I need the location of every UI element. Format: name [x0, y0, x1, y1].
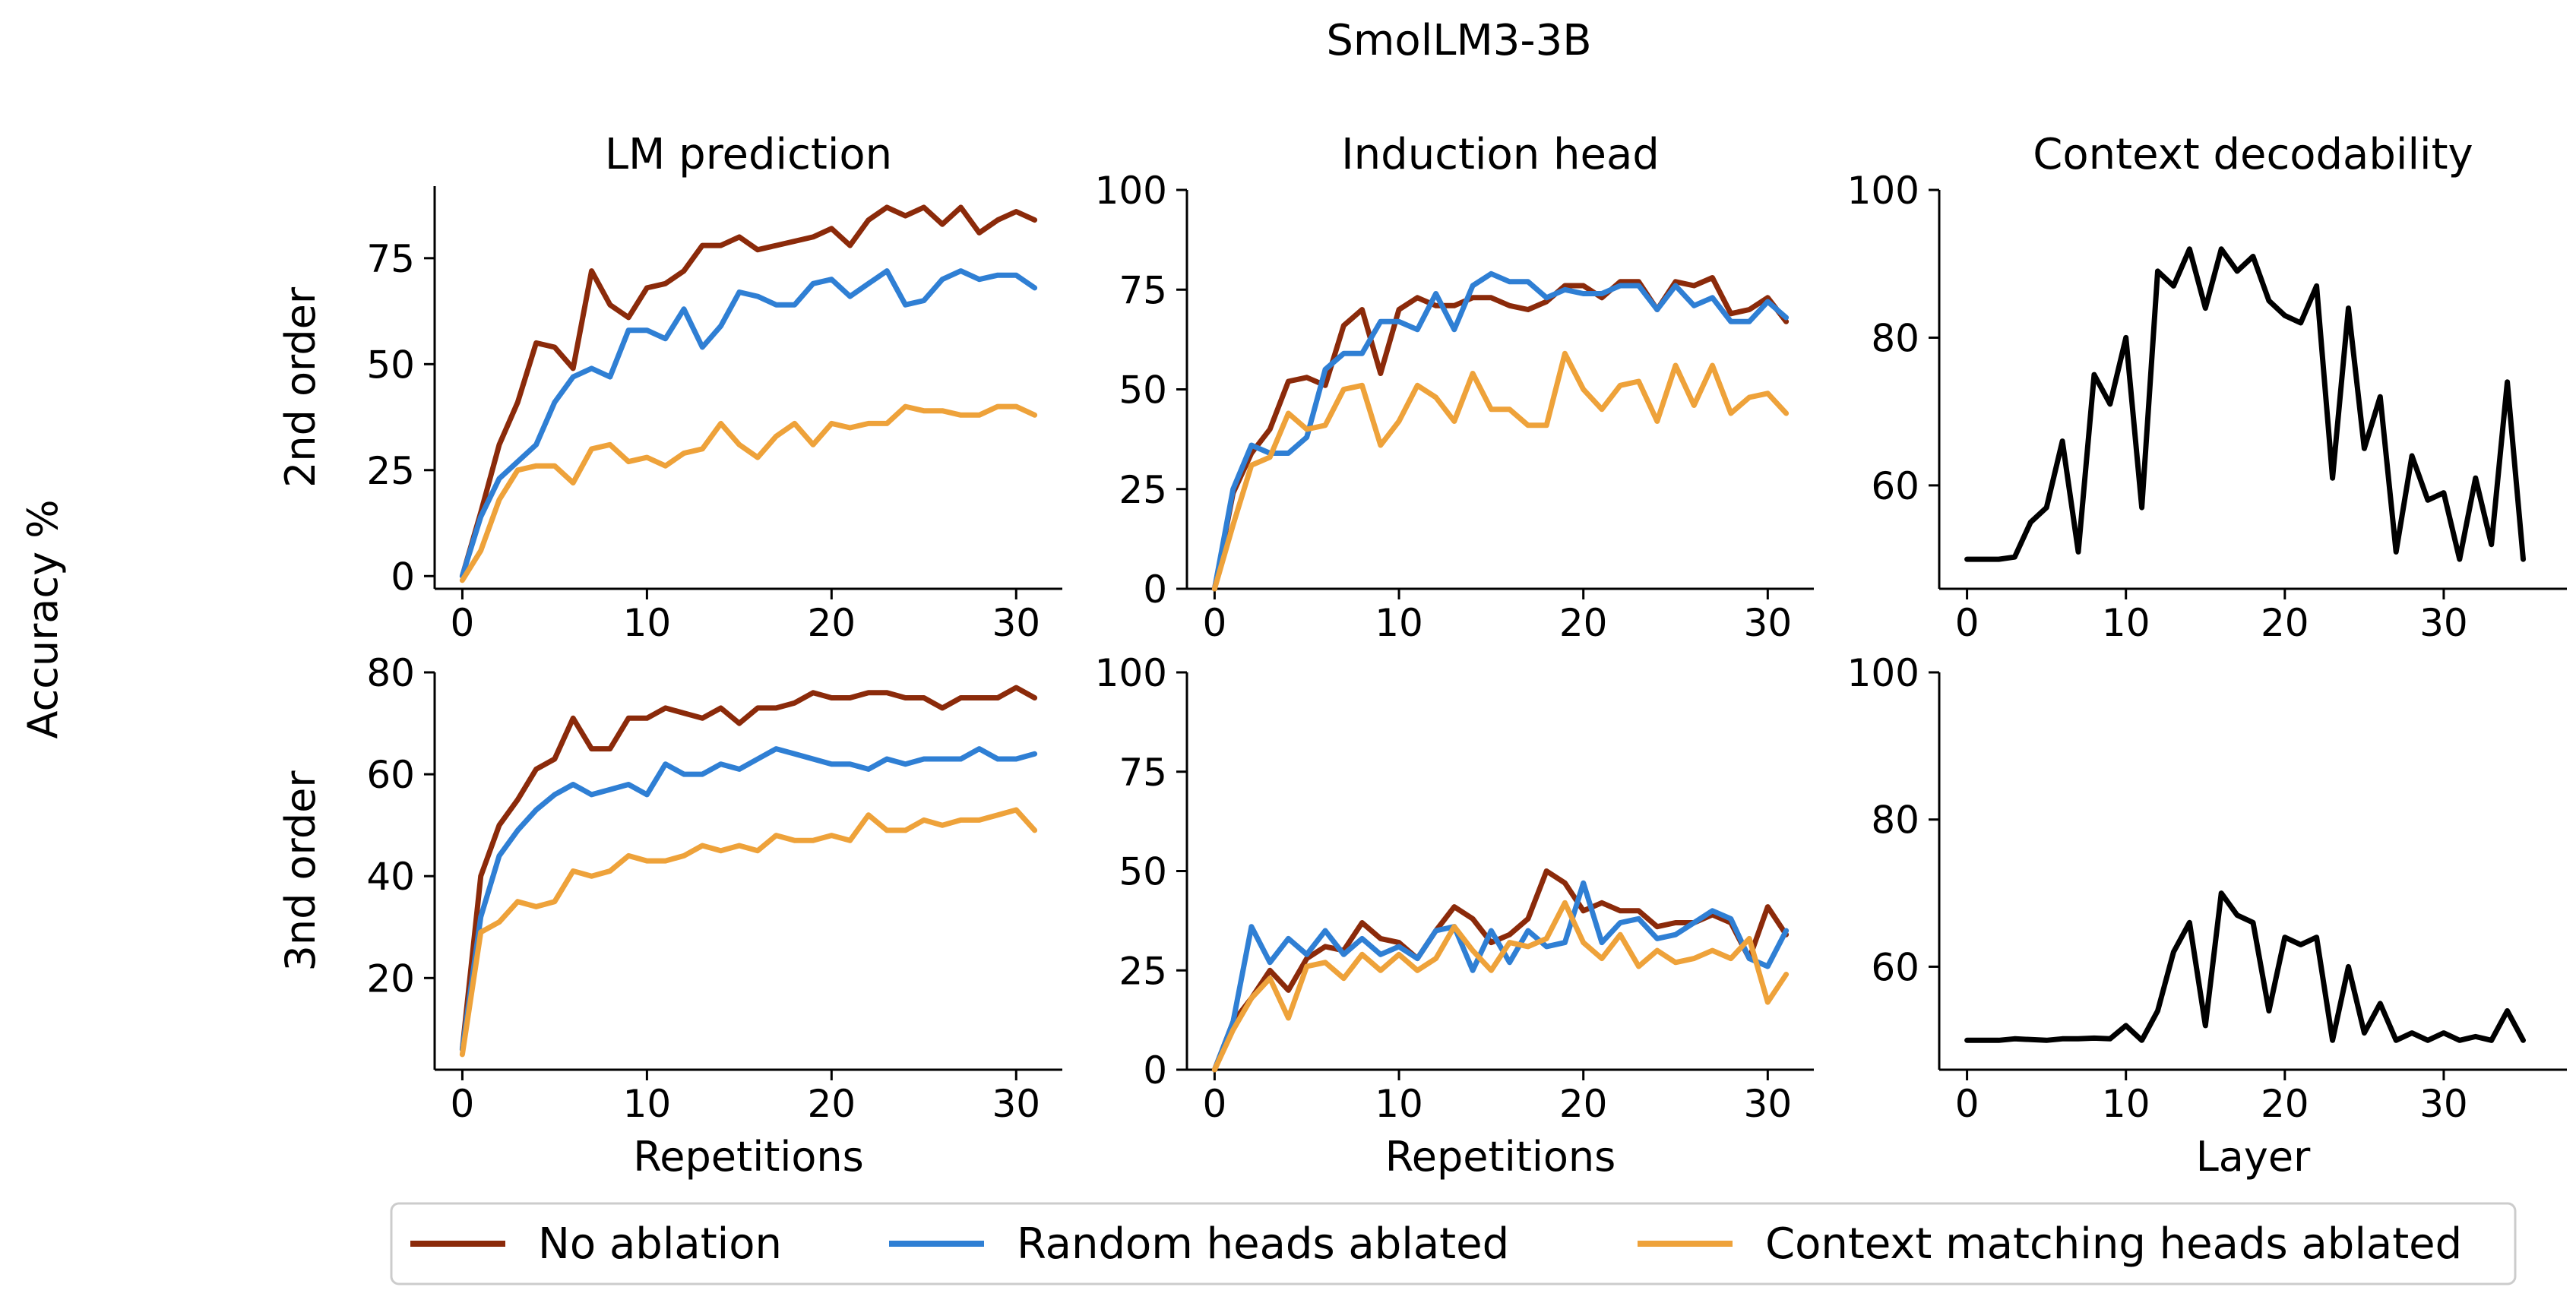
y-tick-label: 80 [1871, 798, 1919, 843]
x-tick-label: 0 [1202, 1082, 1226, 1126]
legend-label-context-matching-heads: Context matching heads ablated [1765, 1219, 2462, 1269]
y-tick-label: 75 [1119, 751, 1167, 795]
series-line-context-matching-heads-ablated [1211, 900, 1790, 1073]
panel-ind2: 0 10 20 30 0 25 50 75 100 Induction head [1095, 130, 1814, 645]
y-tick-label: 50 [1119, 850, 1167, 894]
y-tick-label: 60 [1871, 945, 1919, 989]
y-tick-label: 0 [391, 555, 415, 599]
x-tick-label: 10 [1375, 601, 1423, 645]
x-tick-label: 0 [1202, 601, 1226, 645]
series-line-no-ablation [1964, 246, 2526, 562]
series-line-no-ablation [459, 685, 1038, 1052]
panel-ind3: 0 10 20 30 0 25 50 75 100 Repetitions [1095, 651, 1814, 1181]
x-tick-label: 10 [623, 1082, 672, 1126]
series-line-random-heads-ablated [459, 268, 1038, 579]
panel-ctx3: 0 10 20 30 60 80 100 Layer [1847, 651, 2567, 1181]
x-tick-label: 20 [808, 601, 856, 645]
series-line-no-ablation [459, 204, 1038, 579]
figure-shared-ylabel: Accuracy % [19, 499, 67, 738]
y-tick-label: 20 [366, 957, 415, 1001]
panel-lm3: 0 10 20 30 20 40 60 80 3nd order Repetitions [277, 651, 1062, 1181]
panel-lm2: 0 10 20 30 0 25 50 75 LM prediction 2nd order [277, 130, 1062, 645]
y-tick-label: 100 [1847, 651, 1919, 695]
x-tick-label: 10 [2102, 1082, 2150, 1126]
y-tick-label: 60 [1871, 464, 1919, 508]
legend: No ablation Random heads ablated Context… [390, 1202, 2517, 1285]
y-tick-label: 25 [1119, 949, 1167, 993]
panel-ylabel: 3nd order [277, 770, 324, 972]
y-tick-label: 50 [1119, 368, 1167, 413]
x-tick-label: 10 [1375, 1082, 1423, 1126]
panel-xlabel: Layer [2196, 1133, 2311, 1181]
panel-xlabel: Repetitions [633, 1133, 864, 1181]
y-tick-label: 0 [1143, 568, 1167, 612]
x-tick-label: 20 [2261, 1082, 2309, 1126]
y-tick-label: 25 [1119, 468, 1167, 512]
x-tick-label: 0 [1955, 1082, 1979, 1126]
x-tick-label: 30 [992, 601, 1040, 645]
x-tick-label: 30 [1744, 1082, 1793, 1126]
y-tick-label: 75 [1119, 268, 1167, 312]
panel-xlabel: Repetitions [1385, 1133, 1616, 1181]
x-tick-label: 0 [451, 601, 475, 645]
y-tick-label: 0 [1143, 1048, 1167, 1093]
x-tick-label: 20 [808, 1082, 856, 1126]
x-tick-label: 30 [2419, 601, 2468, 645]
y-tick-label: 100 [1847, 169, 1919, 213]
series-line-random-heads-ablated [1211, 880, 1790, 1073]
x-tick-label: 20 [1559, 601, 1608, 645]
y-tick-label: 100 [1095, 651, 1167, 695]
series-line-context-matching-heads-ablated [1211, 350, 1790, 592]
panels: 0 10 20 30 0 25 50 75 LM prediction 2nd order 0 10 2… [277, 130, 2567, 1181]
x-tick-label: 20 [1559, 1082, 1608, 1126]
legend-frame [390, 1202, 2517, 1285]
y-tick-label: 50 [366, 343, 415, 387]
y-tick-label: 25 [366, 449, 415, 493]
series-line-context-matching-heads-ablated [459, 403, 1038, 583]
x-tick-label: 0 [451, 1082, 475, 1126]
x-tick-label: 30 [992, 1082, 1040, 1126]
panel-title: LM prediction [605, 130, 892, 179]
panel-ylabel: 2nd order [277, 286, 324, 488]
x-tick-label: 10 [623, 601, 672, 645]
series-line-no-ablation [1211, 868, 1790, 1073]
panel-ctx2: 0 10 20 30 60 80 100 Context decodability [1847, 130, 2567, 645]
legend-label-no-ablation: No ablation [538, 1219, 782, 1269]
series-line-context-matching-heads-ablated [459, 807, 1038, 1058]
y-tick-label: 75 [366, 237, 415, 281]
series-line-no-ablation [1964, 890, 2526, 1043]
y-tick-label: 80 [1871, 316, 1919, 360]
series-line-no-ablation [1211, 275, 1790, 592]
panel-title: Induction head [1341, 130, 1660, 179]
x-tick-label: 30 [1744, 601, 1793, 645]
x-tick-label: 0 [1955, 601, 1979, 645]
series-line-random-heads-ablated [1211, 270, 1790, 592]
figure-suptitle: SmolLM3-3B [1326, 16, 1591, 65]
panel-title: Context decodability [2033, 130, 2473, 179]
x-tick-label: 10 [2102, 601, 2150, 645]
y-tick-label: 60 [366, 753, 415, 797]
series-line-random-heads-ablated [459, 746, 1038, 1052]
y-tick-label: 40 [366, 855, 415, 899]
x-tick-label: 20 [2261, 601, 2309, 645]
y-tick-label: 80 [366, 651, 415, 695]
legend-label-random-heads: Random heads ablated [1017, 1219, 1509, 1269]
x-tick-label: 30 [2419, 1082, 2468, 1126]
y-tick-label: 100 [1095, 169, 1167, 213]
